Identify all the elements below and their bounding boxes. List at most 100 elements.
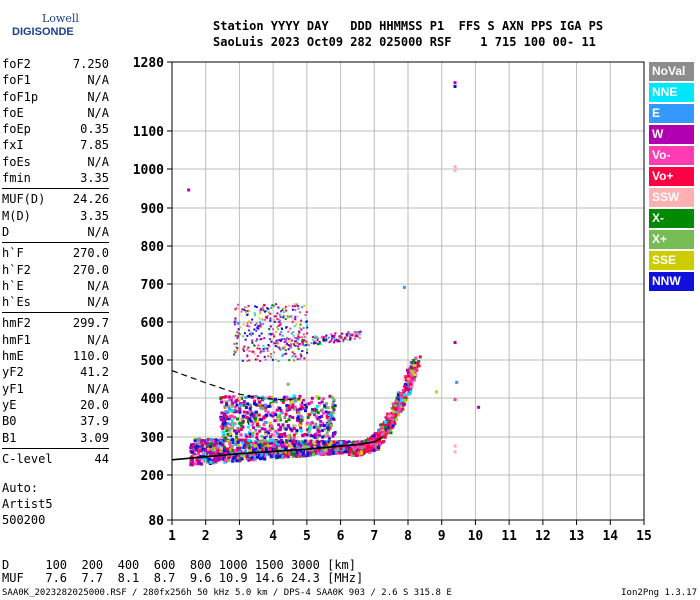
echo-point: [353, 442, 357, 446]
echo-point: [314, 335, 317, 338]
echo-point: [254, 410, 258, 414]
echo-point: [319, 409, 323, 413]
echo-point: [278, 313, 281, 316]
echo-point: [273, 419, 277, 423]
echo-point: [206, 447, 210, 451]
echo-point: [308, 424, 312, 428]
echo-point: [352, 440, 356, 444]
echo-point: [235, 456, 239, 460]
echo-point: [212, 443, 216, 447]
echo-point: [227, 427, 231, 431]
echo-point: [355, 453, 359, 457]
echo-point: [233, 350, 236, 353]
echo-point: [366, 445, 370, 449]
echo-point: [246, 420, 250, 424]
echo-point: [301, 350, 304, 353]
echo-point: [299, 414, 303, 418]
echo-point: [307, 344, 310, 347]
echo-point: [389, 426, 393, 430]
echo-point: [298, 311, 301, 314]
echo-point: [256, 347, 259, 350]
echo-point: [296, 303, 299, 306]
echo-point: [339, 445, 343, 449]
echo-point: [254, 305, 257, 308]
echo-point: [237, 335, 240, 338]
echo-point: [231, 401, 235, 405]
x-tick-label: 7: [370, 529, 378, 544]
echo-point: [264, 358, 267, 361]
echo-point: [335, 443, 339, 447]
echo-point: [387, 415, 391, 419]
echo-point: [240, 457, 244, 461]
echo-point: [331, 417, 335, 421]
echo-point: [372, 448, 376, 452]
echo-point: [283, 337, 286, 340]
echo-point: [259, 456, 263, 460]
echo-point: [349, 338, 352, 341]
echo-point: [238, 455, 242, 459]
muf-row: MUF 7.6 7.7 8.1 8.7 9.6 10.9 14.6 24.3 […: [2, 571, 364, 585]
echo-point: [223, 449, 227, 453]
echo-point: [206, 437, 210, 441]
echo-point: [281, 355, 284, 358]
echo-point: [277, 339, 280, 342]
echo-point: [226, 411, 230, 415]
param-value: N/A: [87, 154, 109, 169]
echo-point: [329, 452, 333, 456]
echo-point: [211, 448, 215, 452]
echo-point: [232, 410, 236, 414]
echo-point: [273, 335, 276, 338]
param-label: h`Es: [2, 295, 31, 310]
echo-point: [333, 338, 336, 341]
echo-point: [357, 331, 360, 334]
y-tick-label: 800: [141, 240, 165, 255]
echo-point: [238, 397, 242, 401]
echo-point: [279, 315, 282, 318]
echo-point: [263, 318, 266, 321]
echo-point: [223, 421, 227, 425]
echo-point: [224, 417, 228, 421]
echo-point: [261, 318, 264, 321]
echo-point: [274, 358, 277, 361]
echo-point: [306, 415, 310, 419]
echo-point: [260, 448, 264, 452]
echo-point: [339, 442, 343, 446]
echo-point: [266, 307, 269, 310]
echo-point: [235, 307, 238, 310]
echo-point: [332, 398, 336, 402]
echo-point: [231, 459, 235, 463]
param-label: hmE: [2, 349, 24, 364]
echo-point: [303, 357, 306, 360]
echo-point: [308, 413, 312, 417]
param-value: 3.35: [80, 171, 109, 186]
echo-point: [336, 338, 339, 341]
echo-point: [312, 425, 316, 429]
echo-point: [261, 407, 265, 411]
echo-point: [279, 323, 282, 326]
echo-point: [387, 413, 391, 417]
echo-point: [323, 443, 327, 447]
echo-point: [348, 442, 352, 446]
x-tick-label: 10: [468, 529, 484, 544]
echo-point: [248, 359, 251, 362]
echo-point: [250, 456, 254, 460]
echo-point: [256, 358, 259, 361]
echo-point: [239, 453, 243, 457]
echo-point: [355, 335, 358, 338]
echo-point: [396, 413, 400, 417]
echo-point: [398, 403, 402, 407]
echo-point: [328, 394, 332, 398]
param-value: 3.35: [80, 208, 109, 223]
echo-point: [297, 454, 301, 458]
echo-point: [264, 409, 268, 413]
echo-point: [333, 404, 337, 408]
echo-point: [412, 358, 416, 362]
echo-point: [289, 400, 293, 404]
echo-point: [290, 452, 294, 456]
echo-point: [251, 421, 255, 425]
param-row: B0 37.9: [2, 413, 109, 429]
echo-point: [250, 331, 253, 334]
echo-point: [263, 355, 266, 358]
echo-point: [401, 388, 405, 392]
echo-point: [205, 446, 209, 450]
